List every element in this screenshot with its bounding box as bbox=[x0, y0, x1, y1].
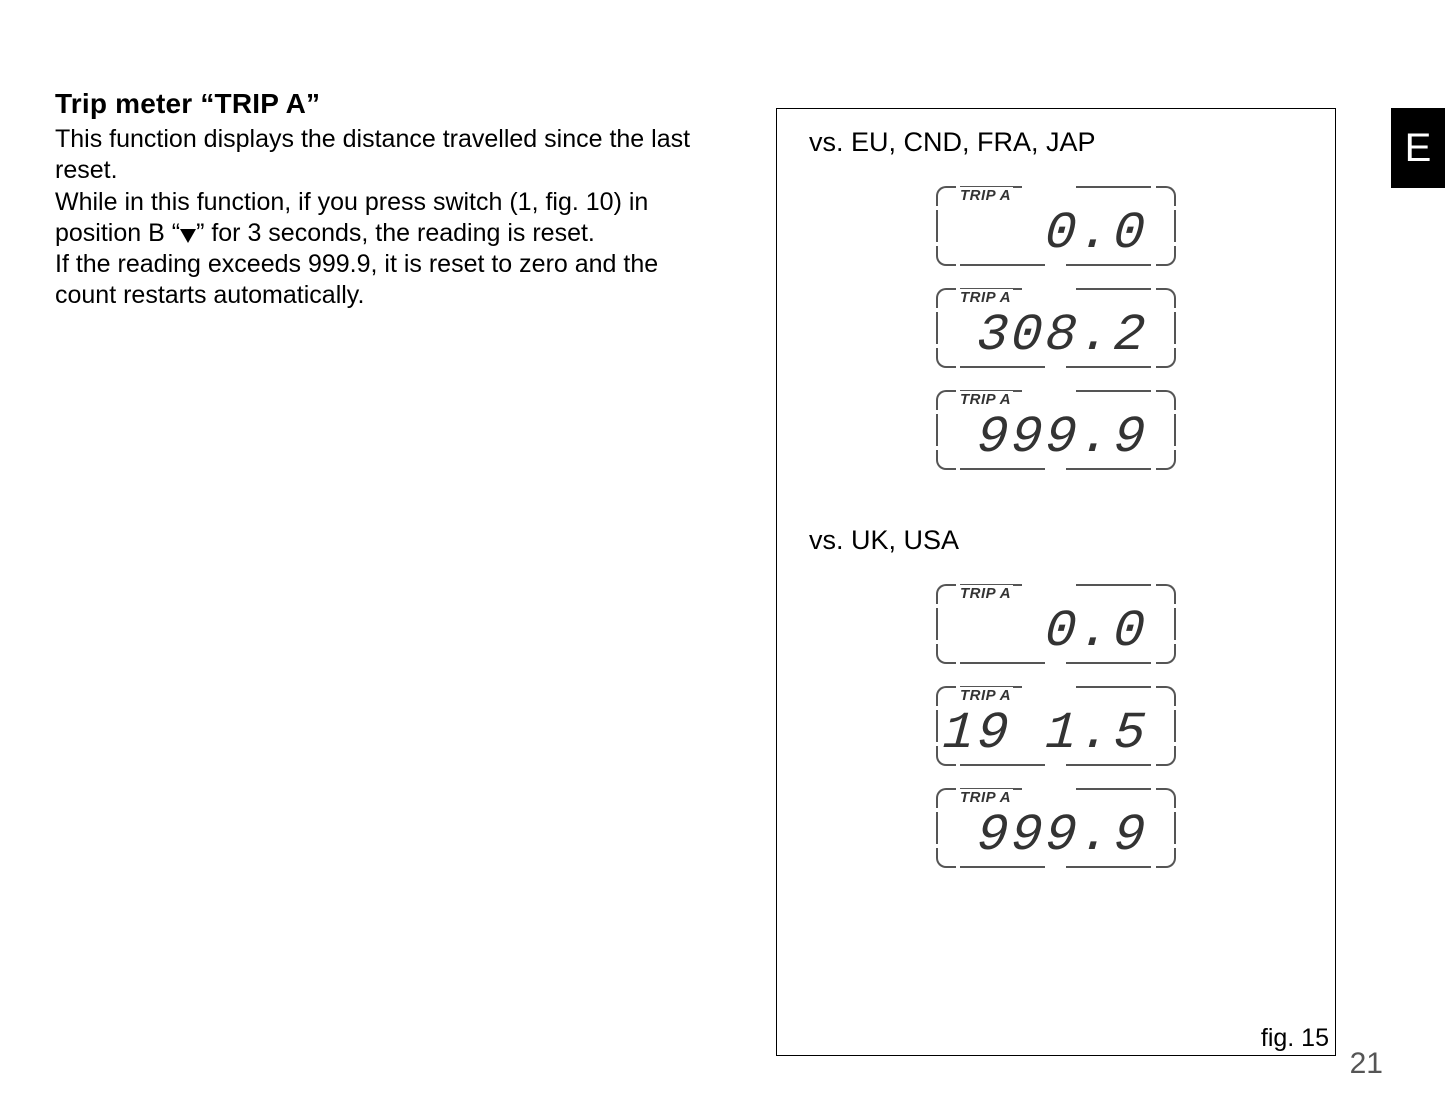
body-line-2a: While in this function, if you press swi… bbox=[55, 188, 648, 216]
lcd-tag: TRIP A bbox=[958, 391, 1013, 408]
lcd-value: 308.2 bbox=[975, 310, 1150, 362]
lcd-stack-2: TRIP A 0.0 TRIP A 19 1.5 TRIP A 999.9 bbox=[801, 584, 1311, 868]
figure-box: vs. EU, CND, FRA, JAP TRIP A 0.0 TRIP A … bbox=[776, 108, 1336, 1056]
text-column: Trip meter “TRIP A” This function displa… bbox=[55, 88, 755, 312]
section-tab: E bbox=[1391, 108, 1445, 188]
body-line-2b: position B “ bbox=[55, 219, 180, 247]
down-triangle-icon bbox=[180, 229, 196, 243]
lcd-value: 999.9 bbox=[975, 810, 1150, 862]
lcd-tag: TRIP A bbox=[958, 585, 1013, 602]
page-number: 21 bbox=[1350, 1047, 1383, 1081]
section-body: This function displays the distance trav… bbox=[55, 124, 755, 312]
lcd-tag: TRIP A bbox=[958, 187, 1013, 204]
region-label-1: vs. EU, CND, FRA, JAP bbox=[809, 127, 1311, 158]
figure-caption: fig. 15 bbox=[1261, 1024, 1329, 1053]
body-line-4: count restarts automatically. bbox=[55, 281, 364, 309]
body-line-2c: ” for 3 seconds, the reading is reset. bbox=[196, 219, 595, 247]
lcd-tag: TRIP A bbox=[958, 789, 1013, 806]
lcd-display: TRIP A 0.0 bbox=[936, 584, 1176, 664]
body-line-1: This function displays the distance trav… bbox=[55, 125, 690, 184]
lcd-tag: TRIP A bbox=[958, 289, 1013, 306]
lcd-tag: TRIP A bbox=[958, 687, 1013, 704]
lcd-display: TRIP A 0.0 bbox=[936, 186, 1176, 266]
lcd-stack-1: TRIP A 0.0 TRIP A 308.2 TRIP A 999.9 bbox=[801, 186, 1311, 470]
lcd-display: TRIP A 19 1.5 bbox=[936, 686, 1176, 766]
lcd-value: 0.0 bbox=[1044, 606, 1150, 658]
lcd-value: 19 1.5 bbox=[941, 708, 1150, 760]
lcd-display: TRIP A 999.9 bbox=[936, 390, 1176, 470]
lcd-display: TRIP A 308.2 bbox=[936, 288, 1176, 368]
lcd-value: 0.0 bbox=[1044, 208, 1150, 260]
region-label-2: vs. UK, USA bbox=[809, 525, 1311, 556]
lcd-display: TRIP A 999.9 bbox=[936, 788, 1176, 868]
body-line-3: If the reading exceeds 999.9, it is rese… bbox=[55, 250, 658, 278]
manual-page: Trip meter “TRIP A” This function displa… bbox=[0, 0, 1445, 1101]
lcd-value: 999.9 bbox=[975, 412, 1150, 464]
section-heading: Trip meter “TRIP A” bbox=[55, 88, 755, 120]
